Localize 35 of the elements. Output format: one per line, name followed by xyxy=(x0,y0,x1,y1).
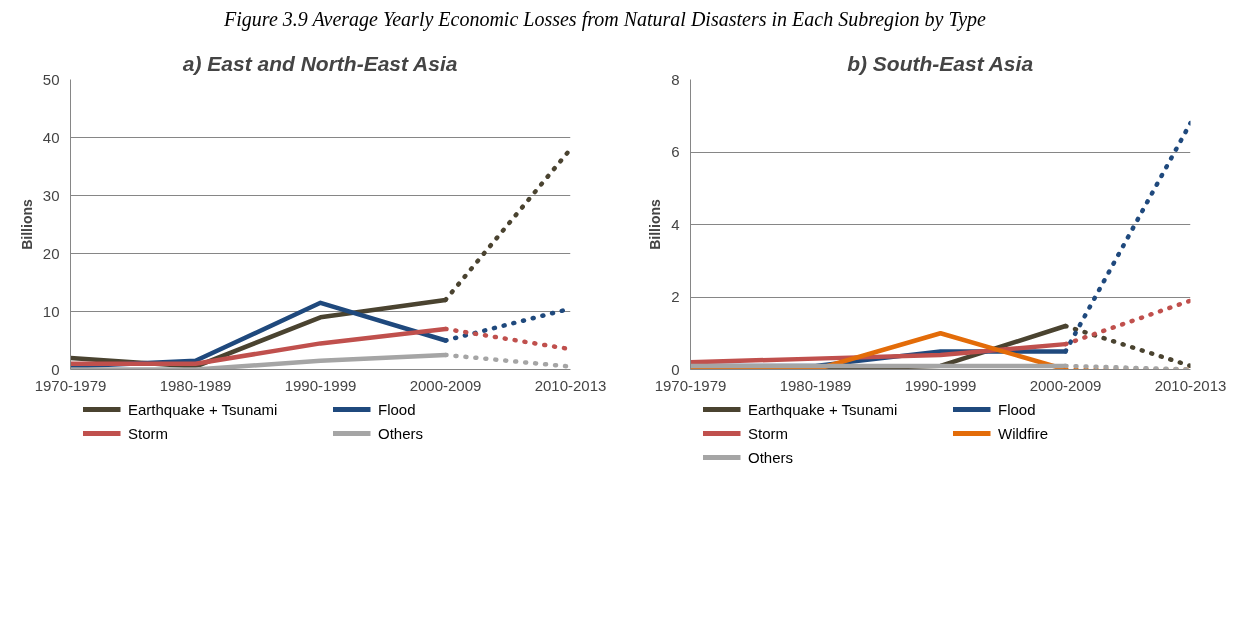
legend-label: Others xyxy=(378,425,424,442)
y-tick-label: 50 xyxy=(42,70,60,88)
y-tick-label: 6 xyxy=(671,143,680,160)
x-tick-label: 1990-1999 xyxy=(284,376,357,394)
legend-label: Earthquake + Tsunami xyxy=(748,401,898,418)
x-tick-label: 2010-2013 xyxy=(534,376,607,394)
legend-label: Flood xyxy=(378,401,416,418)
y-tick-label: 0 xyxy=(671,360,680,378)
legend-label: Flood xyxy=(998,401,1036,418)
y-tick-label: 10 xyxy=(42,302,60,320)
chart-title: a) East and North-East Asia xyxy=(182,51,458,75)
y-tick-label: 40 xyxy=(42,128,60,146)
x-tick-label: 2010-2013 xyxy=(1154,376,1227,394)
legend-label: Storm xyxy=(748,425,789,442)
y-tick-label: 2 xyxy=(671,288,680,305)
y-tick-label: 4 xyxy=(671,215,680,233)
x-tick-label: 1980-1989 xyxy=(159,376,232,394)
x-tick-label: 1970-1979 xyxy=(34,376,107,394)
x-tick-label: 1980-1989 xyxy=(779,376,852,394)
y-tick-label: 0 xyxy=(51,360,60,378)
y-tick-label: 30 xyxy=(42,186,60,204)
y-tick-label: 8 xyxy=(671,70,680,88)
x-tick-label: 1970-1979 xyxy=(654,376,727,394)
x-tick-label: 2000-2009 xyxy=(409,376,482,394)
y-tick-label: 20 xyxy=(42,244,60,262)
legend-label: Earthquake + Tsunami xyxy=(128,401,278,418)
y-axis-title: Billions xyxy=(18,199,35,250)
x-tick-label: 1990-1999 xyxy=(904,376,977,394)
y-axis-title: Billions xyxy=(647,199,664,250)
legend-label: Wildfire xyxy=(998,425,1049,442)
caption: Figure 3.9 Average Yearly Economic Losses from Natural Disasters in Each Subregion by Type xyxy=(224,7,986,33)
chart-title: b) South-East Asia xyxy=(847,51,1034,75)
x-tick-label: 2000-2009 xyxy=(1029,376,1102,394)
legend-label: Storm xyxy=(128,425,169,442)
legend-label: Others xyxy=(748,449,794,466)
